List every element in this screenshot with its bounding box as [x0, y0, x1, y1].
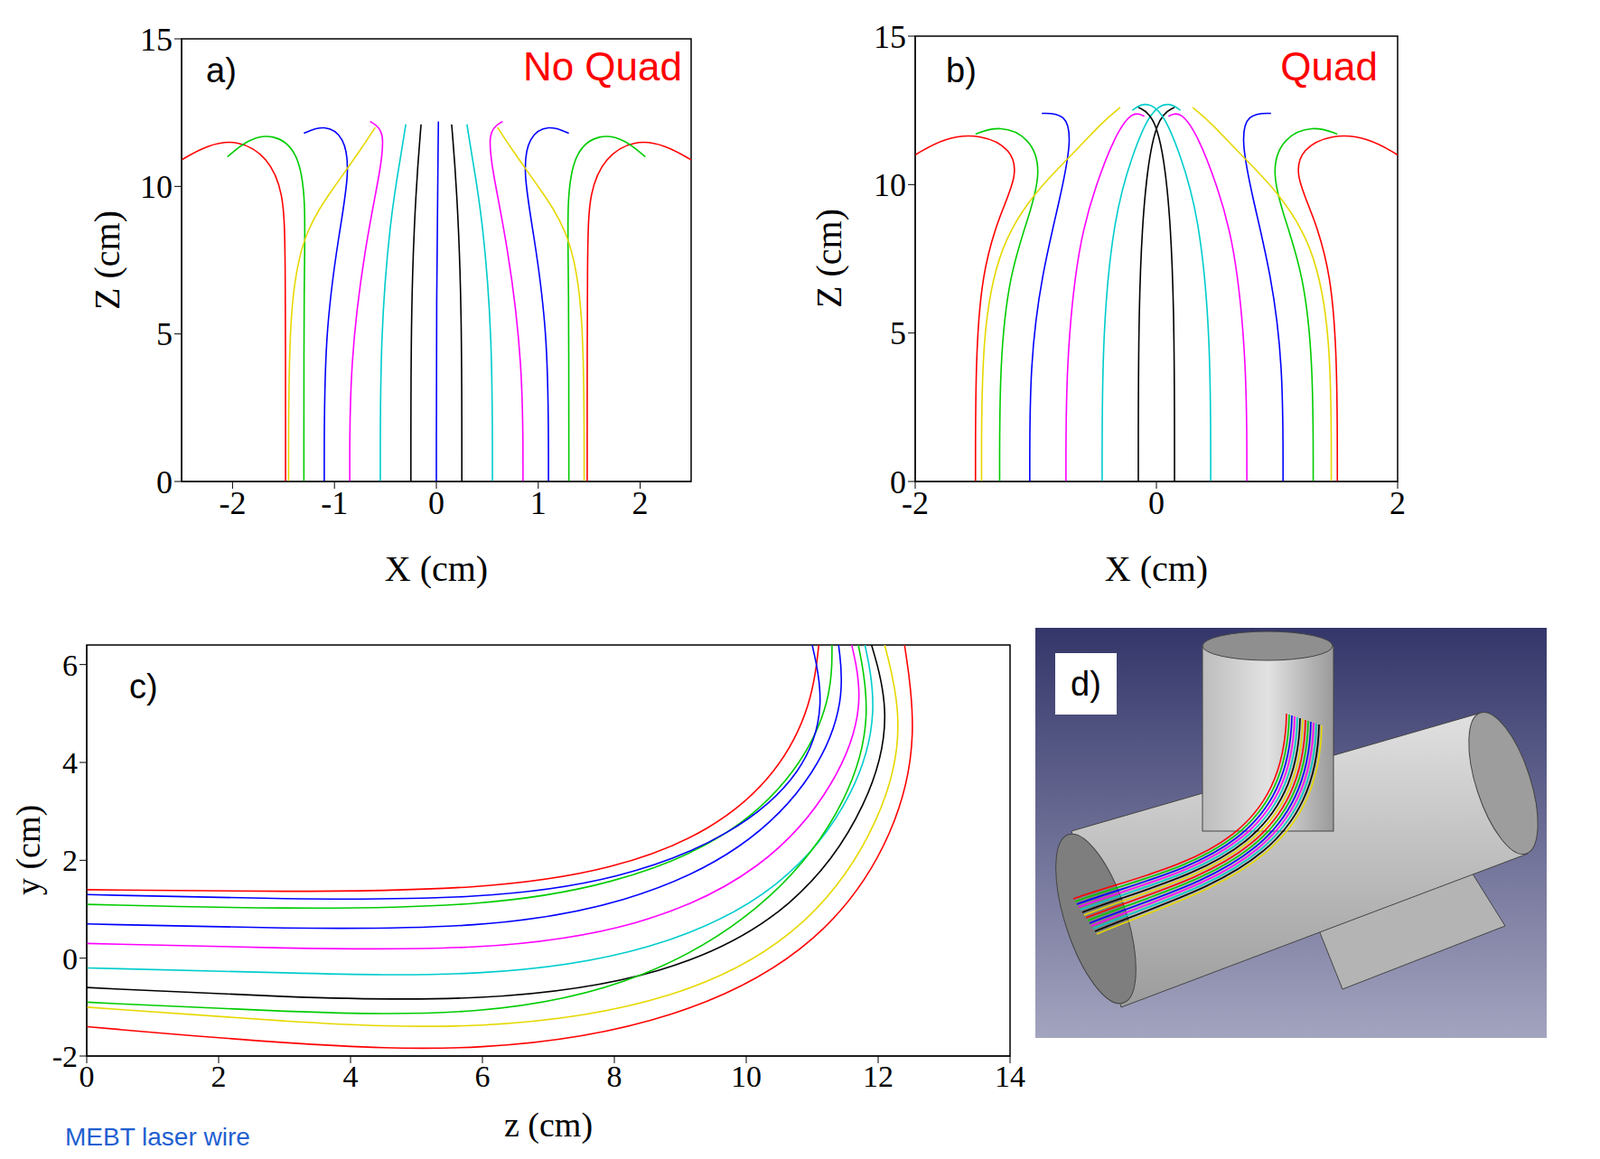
- html-text:X (cm): X (cm): [1104, 548, 1209, 590]
- html-text:Z (cm): Z (cm): [86, 210, 128, 310]
- svg-text:2: 2: [632, 485, 649, 522]
- svg-text:-2: -2: [218, 485, 246, 522]
- html-text:y (cm): y (cm): [9, 804, 47, 896]
- svg-text:2: 2: [62, 843, 78, 878]
- svg-text:-1: -1: [320, 485, 348, 522]
- svg-text:0: 0: [428, 485, 445, 522]
- svg-text:-2: -2: [901, 484, 929, 521]
- svg-text:0: 0: [889, 464, 907, 501]
- svg-text:15: 15: [140, 21, 173, 58]
- svg-text:12: 12: [862, 1059, 894, 1094]
- svg-text:2: 2: [1389, 485, 1406, 522]
- html-text:z (cm): z (cm): [504, 1105, 593, 1144]
- svg-text:0: 0: [1148, 485, 1165, 522]
- html-text:b): b): [945, 51, 977, 90]
- svg-text:6: 6: [62, 648, 78, 683]
- svg-text:0: 0: [156, 464, 173, 501]
- svg-text:10: 10: [140, 168, 173, 206]
- svg-text:4: 4: [343, 1059, 359, 1094]
- html-text:No Quad: No Quad: [523, 44, 683, 89]
- html-text:Quad: Quad: [1280, 44, 1378, 89]
- svg-text:0: 0: [62, 942, 78, 976]
- svg-text:10: 10: [730, 1059, 762, 1094]
- svg-text:6: 6: [475, 1059, 491, 1094]
- html-text:c): c): [129, 667, 158, 706]
- svg-text:14: 14: [994, 1059, 1026, 1094]
- html-text:Z (cm): Z (cm): [808, 208, 850, 309]
- svg-text:5: 5: [156, 316, 173, 353]
- svg-text:4: 4: [62, 746, 78, 780]
- html-text:X (cm): X (cm): [384, 548, 489, 590]
- svg-text:-2: -2: [52, 1039, 78, 1074]
- svg-text:10: 10: [873, 167, 907, 204]
- svg-text:1: 1: [530, 485, 547, 522]
- html-text:MEBT laser wire: MEBT laser wire: [65, 1122, 251, 1151]
- svg-text:5: 5: [889, 315, 907, 352]
- svg-text:2: 2: [211, 1059, 227, 1094]
- svg-text:0: 0: [79, 1059, 95, 1094]
- html-text:a): a): [205, 51, 237, 90]
- svg-text:15: 15: [873, 18, 907, 56]
- html-text:d): d): [1070, 664, 1102, 703]
- svg-text:8: 8: [607, 1059, 623, 1094]
